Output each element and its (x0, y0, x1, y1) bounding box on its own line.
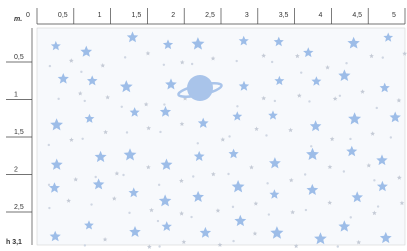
dot (81, 138, 83, 140)
dot (349, 138, 351, 140)
wallpaper-preview: m. 0 0,5 1 1,5 2 2,5 3 3,5 4 4,5 5 0,5 1 1,5 2 2,5 h 3… (0, 0, 407, 251)
dot (300, 71, 302, 73)
top-ruler-label: 3,5 (279, 12, 289, 19)
dot (232, 206, 234, 208)
dot (191, 63, 193, 65)
dot (339, 95, 341, 97)
dot (192, 175, 194, 177)
dot (343, 170, 345, 172)
left-ruler-label: 0,5 (14, 54, 24, 61)
dot (236, 105, 238, 107)
left-ruler: 0,5 1 1,5 2 2,5 (6, 28, 32, 245)
dot (57, 98, 59, 100)
dot (308, 100, 310, 102)
left-ruler-label: 1,5 (14, 129, 24, 136)
dot (163, 64, 165, 66)
dot (232, 240, 234, 242)
dot (90, 203, 92, 205)
dot (382, 56, 384, 58)
dot (268, 213, 270, 215)
wallpaper-panel (37, 28, 405, 245)
dot (235, 60, 237, 62)
dot (266, 182, 268, 184)
top-ruler: 0 0,5 1 1,5 2 2,5 3 3,5 4 4,5 5 (26, 8, 405, 24)
dot (128, 212, 130, 214)
top-ruler-label: 0 (26, 12, 30, 19)
dot (163, 103, 165, 105)
dot (350, 216, 352, 218)
dot (48, 144, 50, 146)
top-ruler-label: 5 (392, 12, 396, 19)
unit-label: m. (14, 16, 22, 23)
height-label: h 3,1 (6, 239, 22, 246)
dot (80, 71, 82, 73)
left-ruler-label: 2 (14, 167, 18, 174)
dot (48, 207, 50, 209)
left-ruler-label: 2,5 (14, 204, 24, 211)
dot (305, 209, 307, 211)
dot (94, 176, 96, 178)
dot (124, 56, 126, 58)
dot (337, 245, 339, 247)
dot (304, 173, 306, 175)
dot (84, 244, 86, 246)
dot (228, 135, 230, 137)
top-ruler-label: 2 (171, 12, 175, 19)
dot (121, 106, 123, 108)
dot (159, 131, 161, 133)
top-ruler-label: 3 (245, 12, 249, 19)
dot (274, 100, 276, 102)
dot (84, 100, 86, 102)
top-ruler-label: 2,5 (205, 12, 215, 19)
dot (265, 134, 267, 136)
dot (48, 184, 50, 186)
dot (157, 220, 159, 222)
dot (49, 65, 51, 67)
top-ruler-label: 1 (98, 12, 102, 19)
dot (190, 216, 192, 218)
dot (158, 184, 160, 186)
dot (227, 173, 229, 175)
dot (310, 145, 312, 147)
dot (271, 61, 273, 63)
dot (373, 179, 375, 181)
top-ruler-label: 4,5 (352, 12, 362, 19)
top-ruler-label: 0,5 (58, 12, 68, 19)
dot (390, 136, 392, 138)
dot (197, 142, 199, 144)
dot (345, 62, 347, 64)
top-ruler-label: 1,5 (132, 12, 142, 19)
dot (158, 245, 160, 247)
top-ruler-label: 4 (318, 12, 322, 19)
dot (122, 174, 124, 176)
dot (376, 107, 378, 109)
left-ruler-label: 1 (14, 92, 18, 99)
dot (126, 131, 128, 133)
dot (377, 205, 379, 207)
